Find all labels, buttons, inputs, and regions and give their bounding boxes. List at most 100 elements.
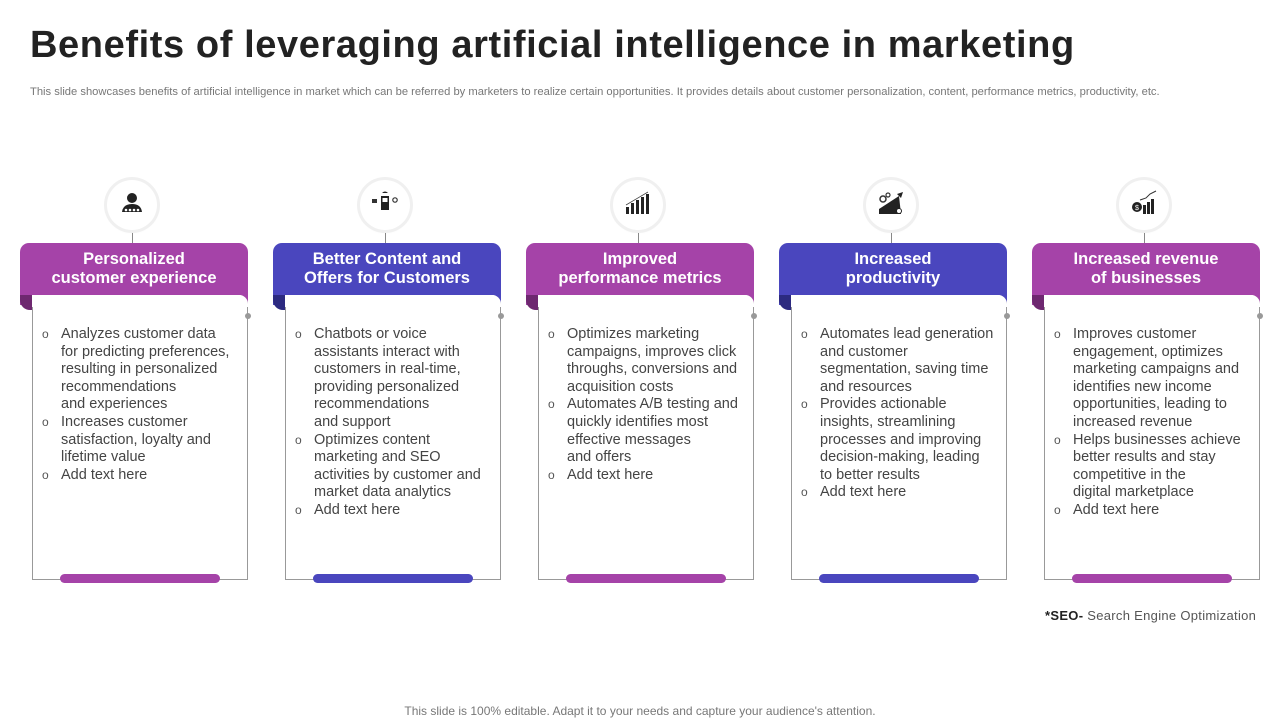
- connector-line: [891, 232, 892, 244]
- svg-text:$: $: [1135, 205, 1139, 212]
- bullet-text: Chatbots or voice assistants interact wi…: [314, 326, 461, 430]
- accent-bar: [566, 574, 726, 583]
- benefit-card: $ Increased revenue of businesses o Impro…: [1032, 178, 1272, 588]
- bullet-item: o Add text here: [42, 467, 242, 485]
- card-header: Personalized customer experience: [20, 243, 248, 305]
- bullet-marker-icon: o: [1054, 327, 1061, 341]
- bullet-item: o Increases customer satisfaction, loyalt…: [42, 414, 242, 467]
- bullet-text: Automates A/B testing and quickly identi…: [567, 396, 738, 466]
- card-header: Increased productivity: [779, 243, 1007, 305]
- footnote: *SEO- Search Engine Optimization: [1045, 608, 1256, 623]
- bullet-item: o Analyzes customer data for predicting p…: [42, 326, 242, 414]
- ribbon-fold: [526, 295, 538, 310]
- benefit-card: Increased productivity o Automates lead g…: [779, 178, 1019, 588]
- connector-dot: [245, 313, 251, 319]
- bullet-item: o Add text here: [295, 502, 495, 520]
- bullet-marker-icon: o: [1054, 502, 1061, 517]
- bullet-marker-icon: o: [42, 467, 49, 482]
- bullet-marker-icon: o: [42, 327, 49, 341]
- bullet-item: o Chatbots or voice assistants interact w…: [295, 326, 495, 432]
- card-body: [538, 295, 754, 580]
- bullet-marker-icon: o: [295, 327, 302, 341]
- page-subtitle: This slide showcases benefits of artific…: [30, 86, 1160, 98]
- bullet-marker-icon: o: [801, 327, 808, 341]
- bullet-item: o Helps businesses achieve better results…: [1054, 432, 1254, 502]
- bullet-text: Add text here: [820, 484, 907, 501]
- bullet-list: o Optimizes marketing campaigns, improves…: [548, 326, 748, 484]
- bullet-list: o Chatbots or voice assistants interact w…: [295, 326, 495, 520]
- bullet-list: o Improves customer engagement, optimizes…: [1054, 326, 1254, 520]
- accent-bar: [313, 574, 473, 583]
- bullet-text: Add text here: [567, 466, 654, 483]
- connector-line: [638, 232, 639, 244]
- card-body-top: [1044, 295, 1260, 307]
- card-header: Better Content and Offers for Customers: [273, 243, 501, 305]
- icon-circle: $: [1119, 180, 1169, 230]
- footer-note: This slide is 100% editable. Adapt it to…: [404, 704, 876, 718]
- bullet-marker-icon: o: [42, 414, 49, 429]
- bullet-marker-icon: o: [548, 397, 555, 412]
- bullet-text: Analyzes customer data for predicting pr…: [61, 326, 230, 413]
- card-body-top: [538, 295, 754, 307]
- connector-dot: [498, 313, 504, 319]
- icon-circle: [613, 180, 663, 230]
- bullet-marker-icon: o: [295, 502, 302, 517]
- ribbon-fold: [779, 295, 791, 310]
- benefit-card: Personalized customer experience o Analyz…: [20, 178, 260, 588]
- bullet-item: o Optimizes marketing campaigns, improves…: [548, 326, 748, 396]
- ribbon-fold: [20, 295, 32, 310]
- bullet-item: o Automates lead generation and customer …: [801, 326, 1001, 396]
- card-header: Improved performance metrics: [526, 243, 754, 305]
- bullet-text: Increases customer satisfaction, loyalty…: [61, 413, 211, 466]
- card-body-top: [32, 295, 248, 307]
- card-body-top: [285, 295, 501, 307]
- bullet-marker-icon: o: [295, 432, 302, 447]
- bullet-marker-icon: o: [801, 397, 808, 412]
- connector-dot: [1257, 313, 1263, 319]
- card-body: [285, 295, 501, 580]
- bullet-text: Provides actionable insights, streamlini…: [820, 396, 982, 483]
- ribbon-fold: [273, 295, 285, 310]
- connector-dot: [1004, 313, 1010, 319]
- bullet-item: o Provides actionable insights, streamlin…: [801, 396, 1001, 484]
- card-body-top: [791, 295, 1007, 307]
- revenue-growth-icon: $: [1130, 190, 1158, 221]
- mobile-chatbot-icon: [370, 190, 400, 221]
- bullet-text: Optimizes marketing campaigns, improves …: [567, 326, 738, 395]
- benefit-card: Better Content and Offers for Customers …: [273, 178, 513, 588]
- bullet-item: o Automates A/B testing and quickly ident…: [548, 396, 748, 466]
- bullet-text: Add text here: [61, 466, 148, 483]
- bullet-marker-icon: o: [801, 485, 808, 500]
- bullet-text: Improves customer engagement, optimizes …: [1073, 326, 1240, 430]
- bullet-marker-icon: o: [548, 327, 555, 341]
- gears-growth-icon: [877, 190, 905, 221]
- ribbon-fold: [1032, 295, 1044, 310]
- bullet-text: Helps businesses achieve better results …: [1073, 431, 1241, 501]
- icon-circle: [107, 180, 157, 230]
- connector-line: [385, 232, 386, 244]
- bullet-list: o Analyzes customer data for predicting p…: [42, 326, 242, 484]
- footnote-term: *SEO-: [1045, 608, 1084, 623]
- bar-chart-icon: [624, 190, 652, 221]
- accent-bar: [1072, 574, 1232, 583]
- bullet-text: Add text here: [1073, 501, 1160, 518]
- bullet-list: o Automates lead generation and customer …: [801, 326, 1001, 502]
- benefit-card: Improved performance metrics o Optimizes …: [526, 178, 766, 588]
- connector-line: [132, 232, 133, 244]
- page-title: Benefits of leveraging artificial intell…: [30, 24, 1075, 66]
- bullet-item: o Optimizes content marketing and SEO act…: [295, 432, 495, 502]
- bullet-text: Optimizes content marketing and SEO acti…: [314, 431, 481, 501]
- connector-dot: [751, 313, 757, 319]
- icon-circle: [866, 180, 916, 230]
- customer-person-icon: [119, 190, 145, 221]
- card-header: Increased revenue of businesses: [1032, 243, 1260, 305]
- bullet-text: Add text here: [314, 501, 401, 518]
- bullet-text: Automates lead generation and customer s…: [820, 326, 994, 395]
- icon-circle: [360, 180, 410, 230]
- card-body: [32, 295, 248, 580]
- bullet-marker-icon: o: [1054, 432, 1061, 447]
- bullet-item: o Add text here: [801, 484, 1001, 502]
- card-body: [791, 295, 1007, 580]
- connector-line: [1144, 232, 1145, 244]
